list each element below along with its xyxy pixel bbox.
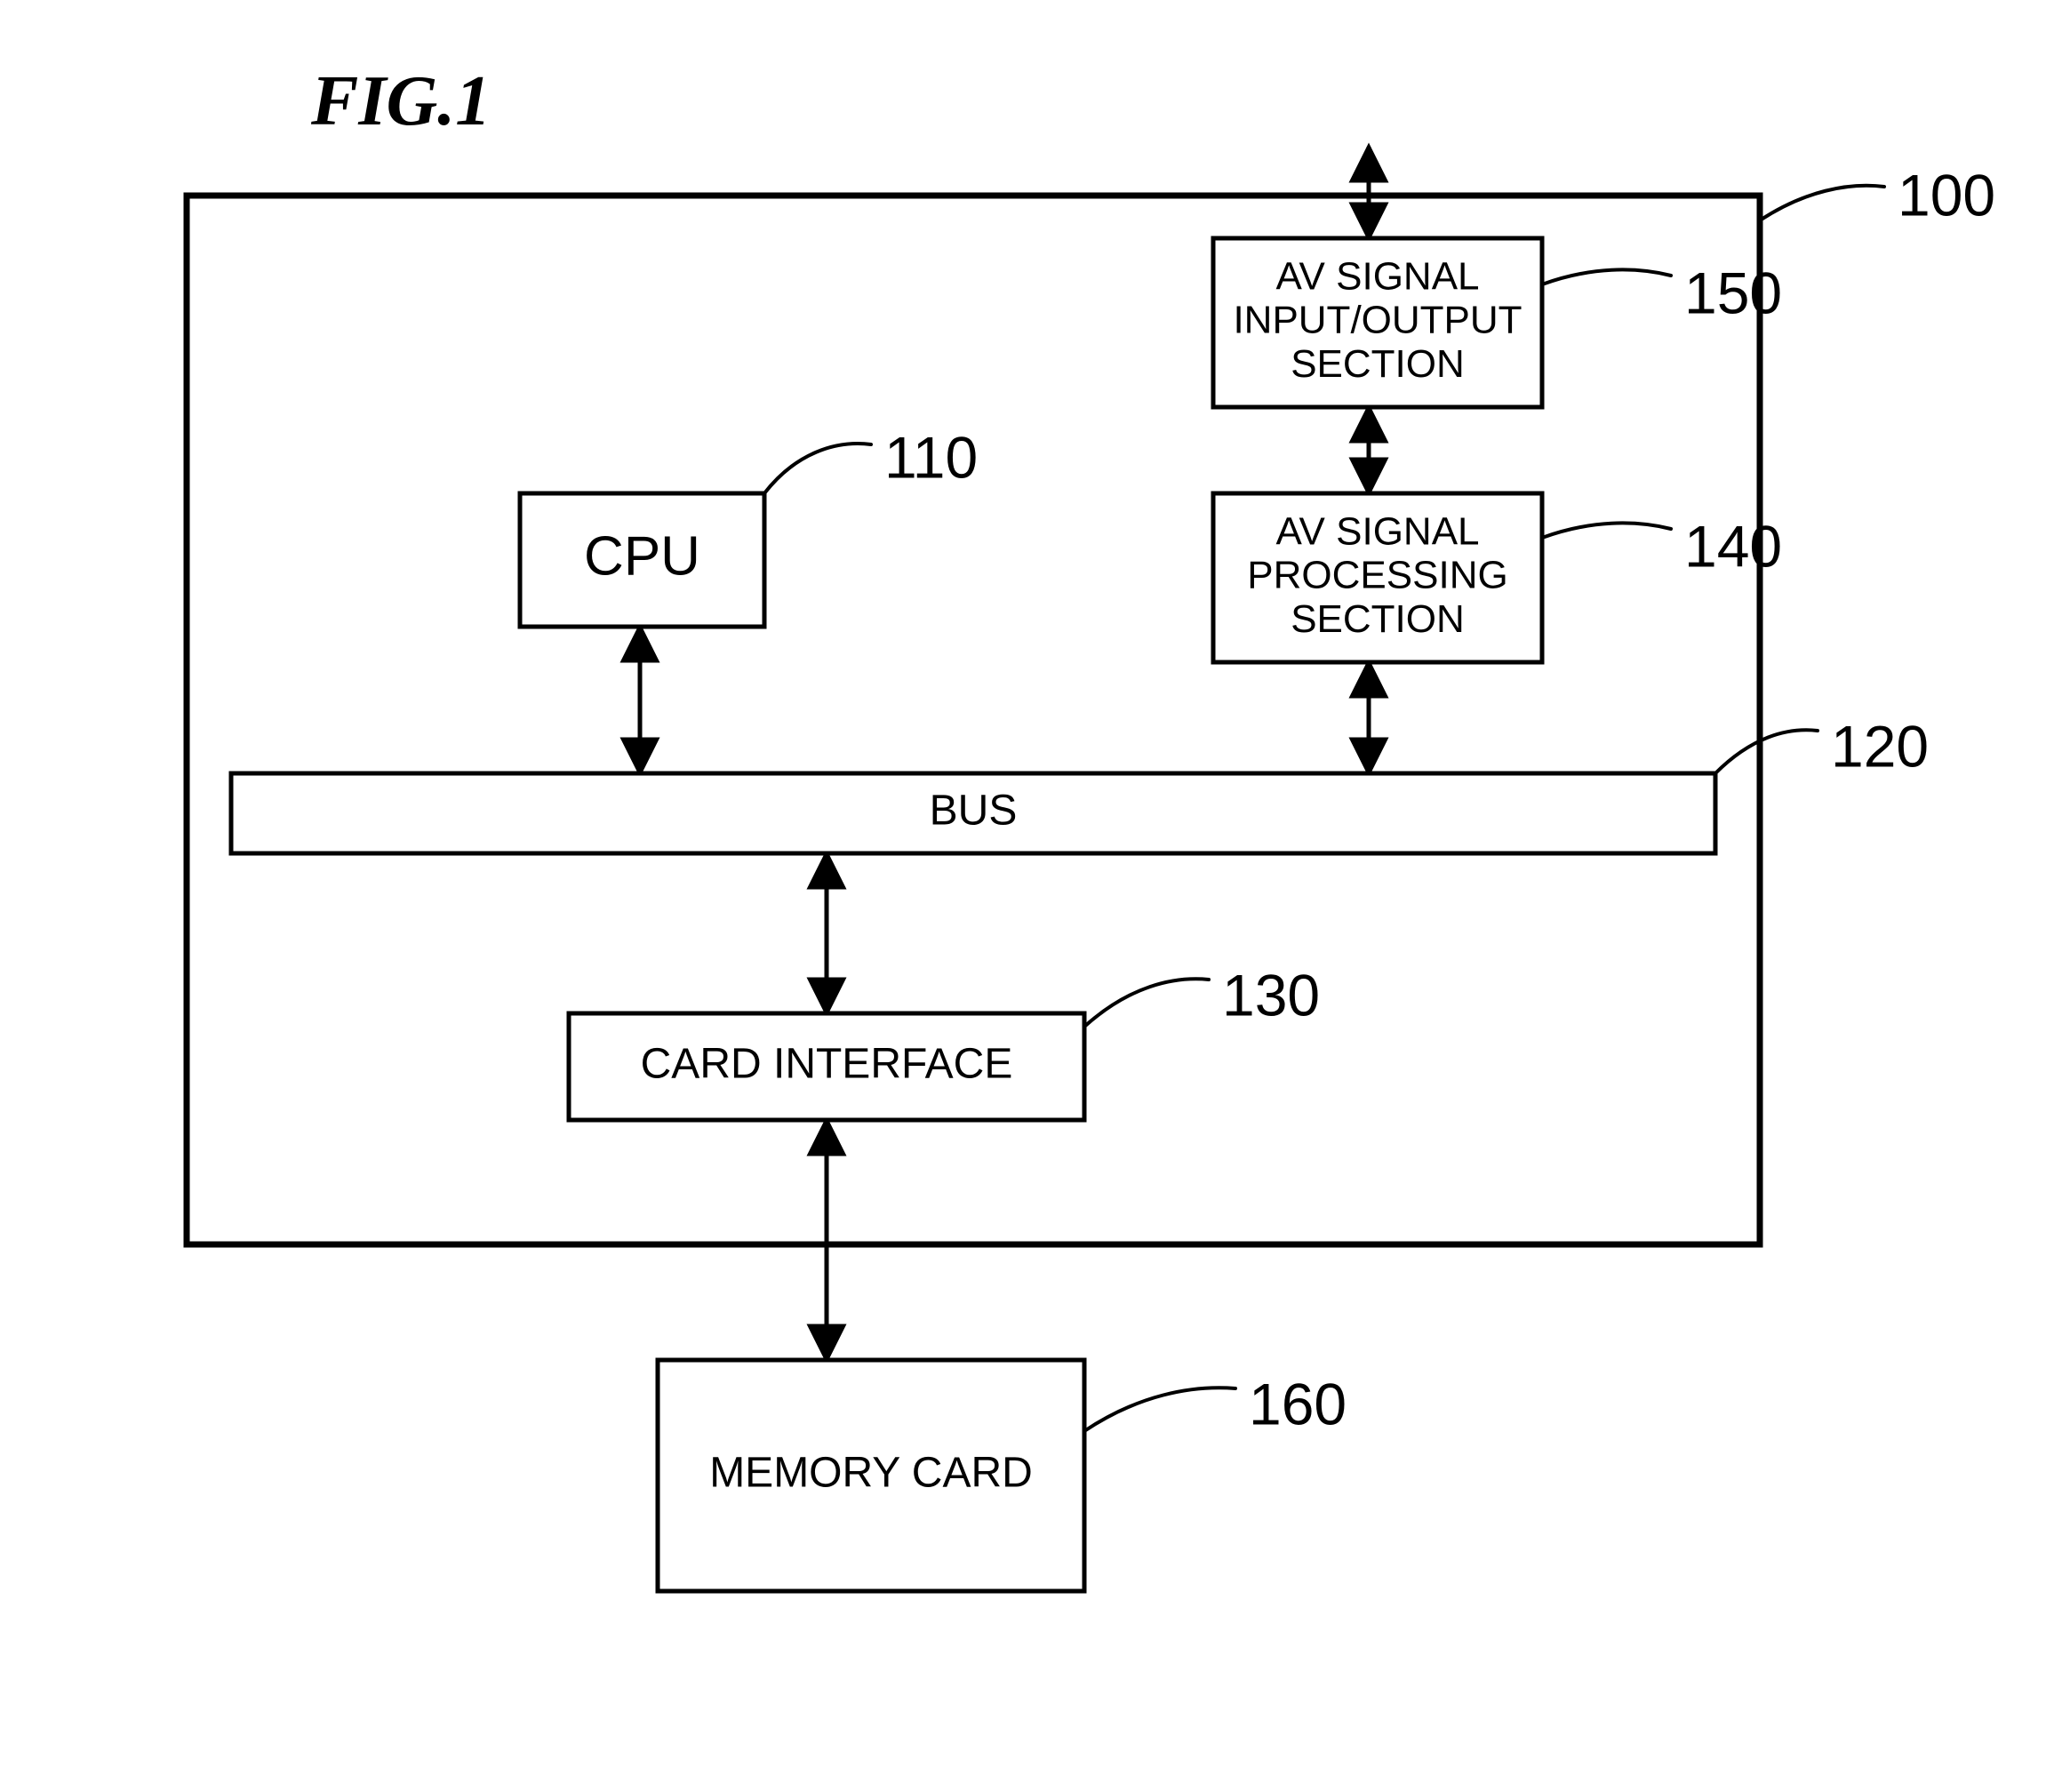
- bus-block-label: BUS: [930, 788, 1018, 835]
- reference-number: 160: [1249, 1371, 1347, 1436]
- memory-card-block-label: MEMORY CARD: [709, 1450, 1033, 1497]
- reference-number: 110: [884, 424, 978, 490]
- card-interface-block-label: CARD INTERFACE: [641, 1041, 1013, 1088]
- reference-number: 120: [1831, 713, 1929, 779]
- av-processing-section-block-label: PROCESSING: [1247, 554, 1507, 597]
- reference-number: 130: [1222, 962, 1320, 1028]
- cpu-block-label: CPU: [584, 525, 700, 587]
- reference-number: 150: [1684, 260, 1782, 325]
- av-io-section-block-label: AV SIGNAL: [1275, 254, 1479, 298]
- av-io-section-block-label: SECTION: [1291, 342, 1465, 386]
- reference-number: 140: [1684, 513, 1782, 579]
- figure-label: FIG.1: [310, 62, 491, 140]
- av-io-section-block-label: INPUT/OUTPUT: [1233, 299, 1522, 342]
- av-processing-section-block-label: SECTION: [1291, 597, 1465, 641]
- reference-number: 100: [1898, 162, 1995, 228]
- av-processing-section-block-label: AV SIGNAL: [1275, 509, 1479, 553]
